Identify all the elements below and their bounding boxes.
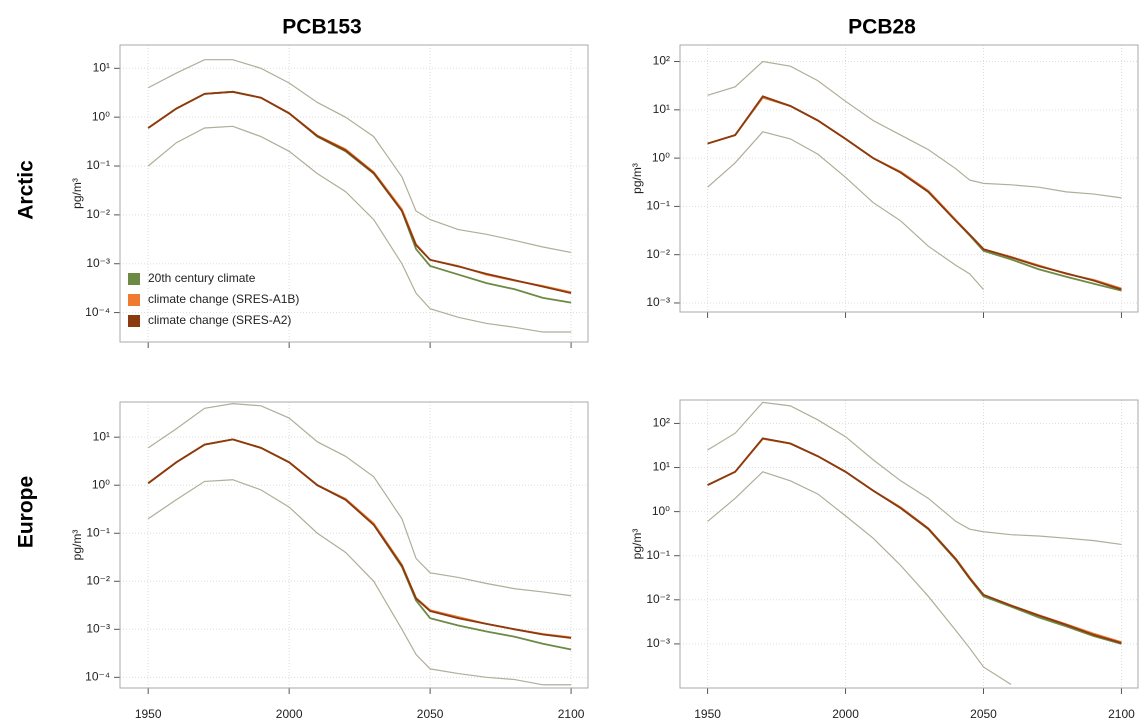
- x-tick-label: 1950: [135, 707, 162, 721]
- plot-frame: [119, 44, 589, 343]
- series-line: [707, 60, 1122, 199]
- legend-swatch: [128, 273, 140, 285]
- y-tick-label: 10⁻¹: [86, 158, 110, 172]
- y-tick-label: 10⁻³: [86, 621, 110, 635]
- y-axis-label: pg/m³: [70, 178, 84, 209]
- x-tick-label: 2000: [276, 707, 303, 721]
- x-tick-label: 2100: [558, 707, 585, 721]
- x-tick-label: 2050: [417, 707, 444, 721]
- y-tick-label: 10⁰: [652, 150, 670, 164]
- series-line: [147, 438, 572, 639]
- series-line: [707, 437, 1122, 644]
- y-tick-label: 10¹: [93, 429, 110, 443]
- series-line: [707, 96, 1122, 290]
- x-tick-label: 2000: [832, 707, 859, 721]
- x-tick-label: 2100: [1108, 707, 1135, 721]
- panel: 10⁻⁴ 10⁻³ 10⁻² 10⁻¹ 10⁰ 10¹ 1950 2000 2050 2100 pg…: [70, 401, 589, 721]
- y-tick-label: 10⁻³: [646, 295, 670, 309]
- x-tick-label: 1950: [694, 707, 721, 721]
- plot-frame: [119, 401, 589, 689]
- x-tick-label: 2050: [970, 707, 997, 721]
- y-tick-label: 10²: [653, 416, 670, 430]
- y-tick-label: 10¹: [653, 460, 670, 474]
- panel: 10⁻³ 10⁻² 10⁻¹ 10⁰ 10¹ 10² 1950 2000 2050 2100 pg/…: [630, 399, 1139, 721]
- series-line: [707, 437, 1122, 645]
- panel: 10⁻⁴ 10⁻³ 10⁻² 10⁻¹ 10⁰ 10¹ pg/m³ 20th century …: [70, 44, 589, 348]
- y-tick-label: 10⁰: [652, 504, 670, 518]
- legend-swatch: [128, 315, 140, 327]
- row-title: Arctic: [15, 160, 38, 220]
- y-tick-label: 10¹: [93, 60, 110, 74]
- row-title: Europe: [15, 476, 38, 548]
- plot-frame: [679, 399, 1139, 689]
- y-tick-label: 10²: [653, 54, 670, 68]
- legend-swatch: [128, 294, 140, 306]
- y-tick-label: 10⁰: [92, 477, 110, 491]
- series-line: [707, 95, 1122, 291]
- y-axis-label: pg/m³: [630, 163, 644, 194]
- y-axis-label: pg/m³: [70, 530, 84, 561]
- series-line: [147, 90, 572, 294]
- y-tick-label: 10⁻³: [86, 256, 110, 270]
- y-tick-label: 10⁻⁴: [85, 670, 110, 684]
- y-tick-label: 10⁻²: [86, 573, 110, 587]
- panel: 10⁻³ 10⁻² 10⁻¹ 10⁰ 10¹ 10² pg/m³: [630, 44, 1139, 318]
- y-tick-label: 10¹: [653, 102, 670, 116]
- plot-frame: [679, 44, 1139, 313]
- series-line: [147, 59, 572, 254]
- series-line: [707, 96, 1122, 292]
- series-line: [707, 471, 1012, 686]
- series-line: [707, 437, 1122, 643]
- series-line: [147, 403, 572, 597]
- y-tick-label: 10⁰: [92, 109, 110, 123]
- column-title: PCB28: [848, 16, 916, 39]
- series-line: [707, 401, 1122, 546]
- y-axis-label: pg/m³: [630, 529, 644, 560]
- legend-label: climate change (SRES-A1B): [148, 292, 299, 306]
- series-line: [147, 90, 572, 295]
- series-line: [147, 479, 572, 686]
- y-tick-label: 10⁻⁴: [85, 305, 110, 319]
- y-tick-label: 10⁻³: [646, 636, 670, 650]
- y-tick-label: 10⁻²: [646, 592, 670, 606]
- series-line: [147, 438, 572, 651]
- y-tick-label: 10⁻²: [646, 247, 670, 261]
- series-line: [147, 125, 572, 333]
- series-line: [707, 131, 984, 290]
- series-line: [147, 438, 572, 639]
- y-tick-label: 10⁻²: [86, 207, 110, 221]
- column-title: PCB153: [282, 16, 361, 39]
- legend-label: climate change (SRES-A2): [148, 313, 291, 327]
- y-tick-label: 10⁻¹: [646, 548, 670, 562]
- legend-label: 20th century climate: [148, 271, 256, 285]
- y-tick-label: 10⁻¹: [646, 199, 670, 213]
- y-tick-label: 10⁻¹: [86, 525, 110, 539]
